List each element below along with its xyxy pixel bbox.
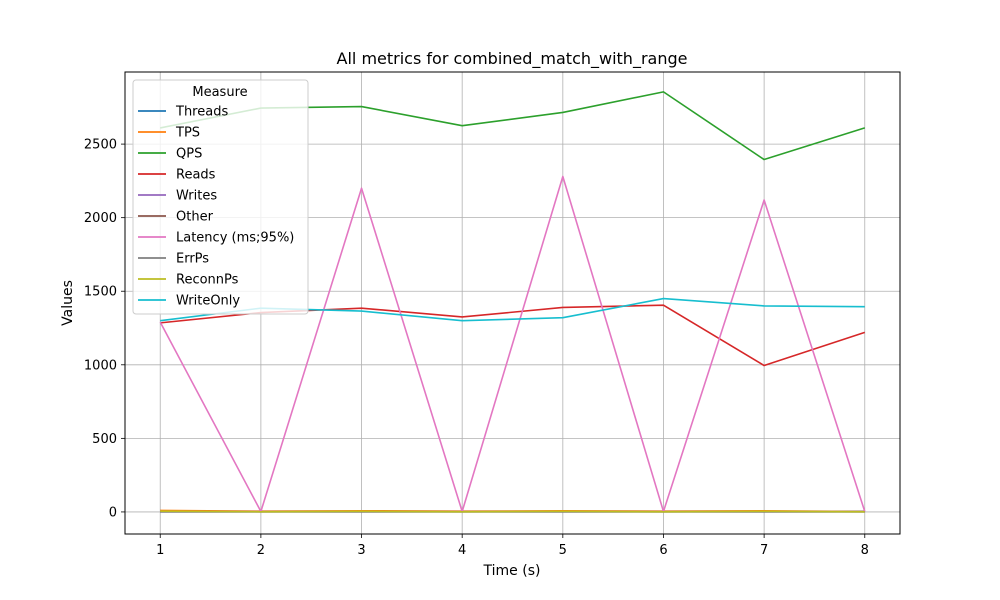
y-tick-label: 1500 bbox=[84, 285, 117, 300]
legend-label-qps: QPS bbox=[176, 147, 202, 162]
legend-label-other: Other bbox=[176, 210, 214, 225]
legend-label-writes: Writes bbox=[176, 189, 217, 204]
x-tick-label: 3 bbox=[357, 543, 365, 558]
legend-label-latency-ms-95: Latency (ms;95%) bbox=[176, 231, 294, 246]
y-axis-ticks: 0 500 1000 1500 2000 2500 bbox=[84, 138, 125, 520]
x-tick-label: 6 bbox=[659, 543, 667, 558]
y-tick-label: 2500 bbox=[84, 138, 117, 153]
legend-label-tps: TPS bbox=[175, 126, 200, 141]
x-tick-label: 1 bbox=[156, 543, 164, 558]
chart-title: All metrics for combined_match_with_rang… bbox=[337, 49, 688, 69]
y-tick-label: 0 bbox=[109, 505, 117, 520]
y-axis-label: Values bbox=[60, 280, 76, 326]
y-tick-label: 2000 bbox=[84, 211, 117, 226]
legend-label-threads: Threads bbox=[175, 105, 228, 120]
legend-title: Measure bbox=[192, 85, 247, 100]
legend: Measure Threads TPS QPS Reads Writes Other Lat… bbox=[132, 79, 309, 315]
x-axis-label: Time (s) bbox=[483, 563, 541, 579]
x-tick-label: 7 bbox=[760, 543, 768, 558]
series-line-reconnps bbox=[160, 510, 865, 513]
x-tick-label: 4 bbox=[458, 543, 466, 558]
legend-label-writeonly: WriteOnly bbox=[176, 294, 240, 309]
x-tick-label: 8 bbox=[861, 543, 869, 558]
legend-label-reads: Reads bbox=[176, 168, 216, 183]
plot-frame bbox=[124, 71, 901, 535]
series-line-latency-ms-95 bbox=[159, 175, 866, 513]
legend-label-reconnps: ReconnPs bbox=[176, 273, 239, 288]
x-tick-label: 2 bbox=[257, 543, 265, 558]
x-tick-label: 5 bbox=[559, 543, 567, 558]
legend-label-errps: ErrPs bbox=[176, 252, 209, 267]
y-tick-label: 1000 bbox=[84, 358, 117, 373]
legend-items: Threads TPS QPS Reads Writes Other Latency (ms… bbox=[138, 105, 294, 309]
legend-box bbox=[132, 79, 309, 315]
x-axis-ticks: 1 2 3 4 5 6 7 8 bbox=[156, 534, 869, 558]
y-tick-label: 500 bbox=[92, 432, 117, 447]
